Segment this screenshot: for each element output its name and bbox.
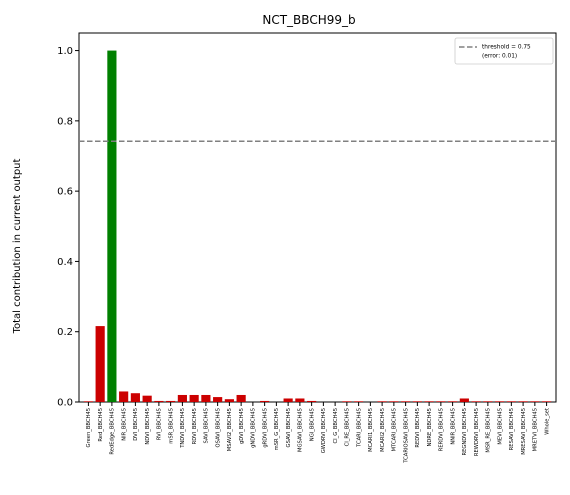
x-tick-label: TCARIOSAVI_BBCH45 (403, 408, 409, 464)
bar-NDRE_BBCH45 (424, 401, 434, 402)
bar-MSR_RE_BBCH45 (483, 401, 493, 402)
bars (83, 50, 552, 402)
bar-TNDVI_BBCH45 (177, 394, 187, 402)
x-tick-label: MEVI_BBCH45 (497, 408, 503, 445)
x-tick-label: OSAVI_BBCH45 (215, 408, 221, 448)
x-tick-label: RedEdge_BBCH45 (110, 408, 116, 455)
bar-RDVI_BBCH45 (189, 394, 199, 402)
x-tick-label: MCARI1_BBCH45 (368, 408, 374, 452)
y-tick-label: 0.4 (57, 257, 73, 268)
x-tick-label: MSR_RE_BBCH45 (486, 408, 492, 453)
x-tick-label: Green_BBCH45 (86, 408, 92, 447)
x-tick-label: mSR_BBCH45 (168, 408, 174, 444)
bar-REWDRVI_BBCH45 (471, 401, 481, 402)
bar-Red_BBCH45 (95, 326, 105, 402)
bar-NGI_BBCH45 (307, 400, 317, 402)
x-tick-label: mSR_G_BBCH45 (274, 408, 280, 450)
x-tick-label: GSAVI_BBCH45 (286, 408, 292, 447)
x-tick-label: RVI_BBCH45 (157, 408, 163, 440)
x-tick-label: NDVI_BBCH45 (145, 408, 151, 445)
x-tick-label: RESAVI_BBCH45 (509, 408, 515, 450)
x-tick-label: MSAVI2_BBCH45 (227, 408, 233, 451)
legend-threshold-label: threshold = 0.75 (482, 45, 531, 51)
x-tick-label: REWDRVI_BBCH45 (474, 408, 480, 456)
bar-MTCARI_BBCH45 (389, 401, 399, 402)
y-tick-label: 0.8 (57, 116, 73, 127)
y-tick-label: 0.2 (57, 327, 73, 338)
x-tick-label: DVI_BBCH45 (133, 408, 139, 441)
x-tick-label: Whole_set (544, 408, 550, 435)
bar-Whole_set (542, 401, 552, 402)
bar-gRDVI_BBCH45 (260, 400, 270, 402)
legend: threshold = 0.75 (error: 0.01) (454, 37, 554, 65)
bar-MRETVI_BBCH45 (530, 401, 540, 402)
bar-RESAVI_BBCH45 (506, 401, 516, 402)
x-tick-label: RERDVI_BBCH45 (439, 408, 445, 451)
bar-Green_BBCH45 (83, 401, 93, 402)
x-tick-label: REDVI_BBCH45 (415, 408, 421, 448)
x-tick-label: gDVI_BBCH45 (239, 408, 245, 444)
bar-RedEdge_BBCH45 (107, 50, 117, 402)
x-tick-label: GWDRVI_BBCH45 (321, 408, 327, 453)
bar-GSAVI_BBCH45 (283, 398, 293, 402)
bar-CI_RE_BBCH45 (342, 401, 352, 402)
x-tick-label: MCARI2_BBCH45 (380, 408, 386, 452)
x-tick-label: gNDVI_BBCH45 (251, 408, 257, 448)
bar-MRESAVI_BBCH45 (518, 401, 528, 402)
bar-MCARI2_BBCH45 (377, 401, 387, 402)
bar-gDVI_BBCH45 (236, 394, 246, 402)
chart-title: NCT_BBCH99_b (262, 13, 355, 27)
y-axis: 0.0 0.2 0.4 0.6 0.8 1.0 (57, 46, 79, 409)
bar-REGNDVI_BBCH45 (459, 398, 469, 402)
y-axis-title: Total contribution in current output (12, 159, 23, 335)
x-tick-label: NIR_BBCH45 (121, 408, 127, 441)
x-tick-label: MRETVI_BBCH45 (533, 408, 539, 451)
x-tick-label: NNIR_BBCH45 (450, 408, 456, 445)
bar-RERDVI_BBCH45 (436, 401, 446, 402)
bar-SAVI_BBCH45 (201, 394, 211, 402)
x-tick-label: CI_G_BBCH45 (333, 408, 339, 444)
legend-box (454, 37, 554, 65)
bar-NDVI_BBCH45 (142, 395, 152, 402)
x-tick-label: REGNDVI_BBCH45 (462, 408, 468, 456)
bar-NNIR_BBCH45 (448, 401, 458, 402)
x-axis: Green_BBCH45 Red_BBCH45 RedEdge_BBCH45 NIR_… (86, 402, 550, 464)
bar-MGSAVI_BBCH45 (295, 398, 305, 402)
bar-OSAVI_BBCH45 (213, 397, 223, 402)
x-tick-label: Red_BBCH45 (98, 408, 104, 442)
x-tick-label: NDRE_BBCH45 (427, 408, 433, 447)
x-tick-label: MRESAVI_BBCH45 (521, 408, 527, 455)
bar-DVI_BBCH45 (130, 393, 140, 402)
y-tick-label: 0.0 (57, 398, 73, 409)
bar-MSAVI2_BBCH45 (224, 399, 234, 402)
x-tick-label: MGSAVI_BBCH45 (298, 408, 304, 452)
x-tick-label: gRDVI_BBCH45 (262, 408, 268, 448)
bar-MEVI_BBCH45 (495, 401, 505, 402)
bar-TCARI_BBCH45 (354, 401, 364, 402)
plot-frame (78, 32, 557, 403)
bar-mSR_BBCH45 (166, 400, 176, 402)
bar-RVI_BBCH45 (154, 400, 164, 402)
x-tick-label: RDVI_BBCH45 (192, 408, 198, 444)
legend-error-label: (error: 0.01) (482, 54, 517, 60)
x-tick-label: TCARI_BBCH45 (356, 408, 362, 448)
y-tick-label: 1.0 (57, 46, 73, 57)
bar-NIR_BBCH45 (119, 391, 129, 402)
x-tick-label: NGI_BBCH45 (309, 408, 315, 441)
bar-REDVI_BBCH45 (412, 401, 422, 402)
x-tick-label: MTCARI_BBCH45 (392, 408, 398, 451)
x-tick-label: TNDVI_BBCH45 (180, 408, 186, 449)
plot-area (78, 32, 557, 403)
bar-TCARIOSAVI_BBCH45 (401, 401, 411, 402)
x-tick-label: CI_RE_BBCH45 (345, 408, 351, 446)
y-tick-label: 0.6 (57, 187, 73, 198)
x-tick-label: SAVI_BBCH45 (204, 408, 210, 443)
